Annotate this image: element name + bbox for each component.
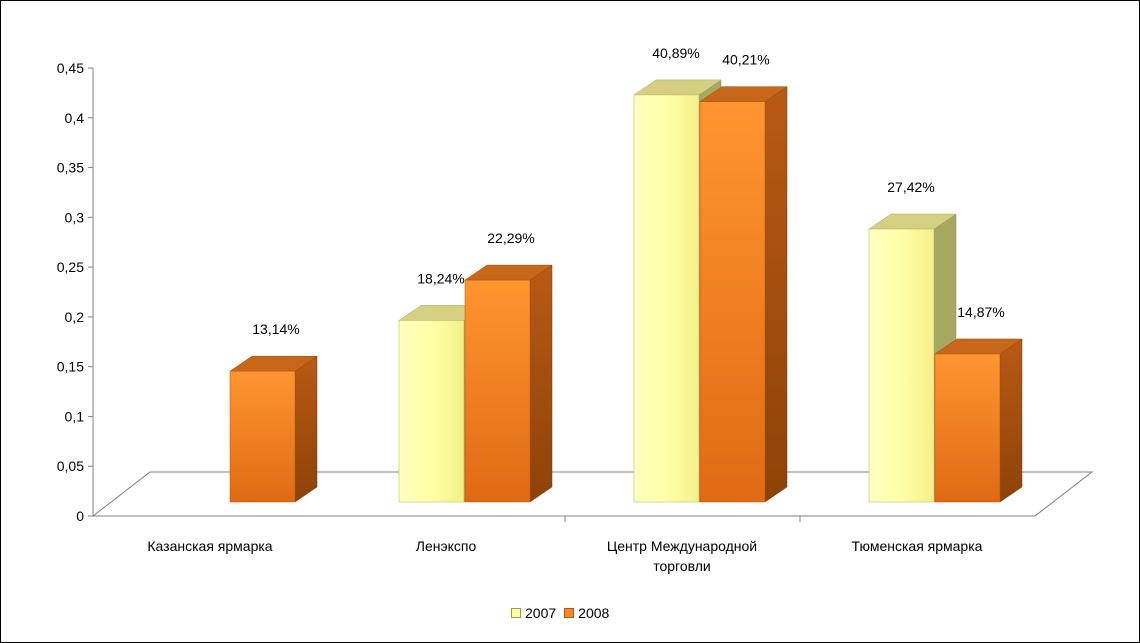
data-label-2008-0: 13,14% (252, 321, 299, 337)
y-tick-label: 0,2 (65, 309, 85, 325)
legend: 2007 2008 (511, 605, 617, 621)
bar-2007-2 (633, 94, 700, 503)
bar-side-2008-3 (999, 338, 1023, 503)
y-tick-label: 0,1 (65, 408, 85, 424)
bars (229, 79, 1023, 503)
category-label-0: Казанская ярмарка (147, 538, 272, 554)
y-axis: 0 0,05 0,1 0,15 0,2 0,25 0,3 0,35 0,4 0,45 (57, 60, 1035, 524)
y-tick-label: 0,05 (57, 458, 84, 474)
bar-2007-1 (398, 320, 465, 503)
category-label-3: Тюменская ярмарка (852, 538, 983, 554)
data-label-2007-1: 18,24% (417, 270, 464, 286)
legend-label-2008: 2008 (578, 605, 610, 621)
y-tick-label: 0,3 (65, 209, 85, 225)
category-label-2: Центр Международной (607, 538, 757, 554)
bar-side-2008-2 (764, 86, 788, 503)
bar-2008-2 (699, 101, 766, 503)
data-label-2008-2: 40,21% (722, 52, 769, 68)
bar-side-2008-0 (294, 355, 318, 503)
y-tick-label: 0,15 (57, 359, 84, 375)
bar-2008-1 (464, 279, 531, 503)
category-labels: Казанская ярмарка Ленэкспо Центр Междунаро… (147, 538, 982, 574)
data-label-2007-2: 40,89% (652, 45, 699, 61)
legend-item-2007: 2007 (511, 605, 556, 621)
category-label-2: торговли (653, 558, 711, 574)
legend-swatch-2008 (564, 608, 575, 618)
data-labels: 13,14% 18,24% 22,29% 40,89% 40,21% 27,42% 14,8… (252, 45, 1004, 337)
data-label-2007-3: 27,42% (887, 179, 934, 195)
y-tick-label: 0,25 (57, 259, 84, 275)
y-tick-label: 0 (76, 508, 84, 524)
data-label-2008-1: 22,29% (487, 230, 534, 246)
bar-2008-3 (934, 353, 1001, 503)
bar-side-2008-1 (529, 264, 553, 503)
y-tick-label: 0,45 (57, 60, 84, 76)
bar-2007-3 (868, 228, 935, 503)
legend-swatch-2007 (511, 608, 521, 618)
data-label-2008-3: 14,87% (957, 304, 1004, 320)
category-label-1: Ленэкспо (416, 538, 477, 554)
y-tick-label: 0,35 (57, 160, 84, 176)
bar-2008-0 (229, 370, 296, 503)
y-tick-label: 0,4 (65, 110, 85, 126)
legend-label-2007: 2007 (525, 605, 557, 621)
legend-item-2008: 2008 (564, 605, 609, 621)
